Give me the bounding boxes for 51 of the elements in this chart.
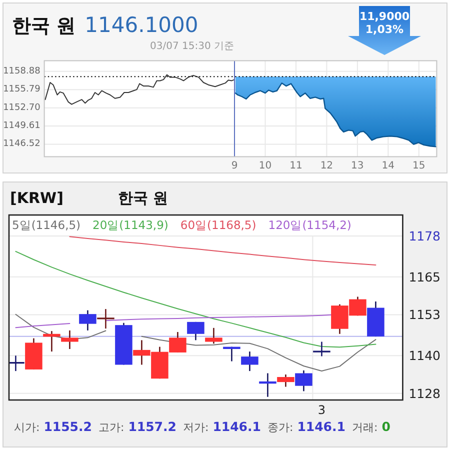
candlestick [295, 370, 312, 392]
x-tick-label: 13 [351, 160, 364, 172]
text: 0 [382, 419, 391, 434]
y2-tick-label: 1153 [408, 307, 441, 322]
candlestick [259, 372, 276, 398]
y-tick-label: 1149.61 [3, 121, 40, 132]
y2-tick-label: 1128 [408, 386, 441, 401]
line-series [69, 236, 376, 266]
text: 거래: [352, 421, 378, 434]
series-label: 60일(1168,5) [180, 218, 256, 232]
text: 20일(1143,9) [92, 218, 168, 232]
x-tick-label: 14 [382, 160, 395, 172]
y-tick-label: 1146.52 [3, 139, 40, 150]
chart-subtitle: 03/07 15:30 기준 [150, 41, 234, 52]
x-tick-label: 11 [290, 160, 302, 172]
candlestick [61, 330, 78, 350]
candlestick [223, 346, 240, 362]
y2-tick-label: 1165 [408, 269, 441, 284]
chart-title: [KRW] [10, 189, 64, 207]
y2-tick-label: 1178 [408, 228, 441, 244]
x-tick-label: 9 [231, 160, 238, 172]
x-tick-label: 3 [318, 403, 326, 417]
text: 1146.1 [212, 419, 261, 434]
line-series [15, 250, 376, 348]
x-tick-label: 10 [258, 160, 272, 172]
text: 1157.2 [128, 419, 176, 434]
text: 고가: [98, 421, 124, 434]
text: 120일(1154,2) [268, 218, 352, 232]
y2-tick-label: 1140 [408, 348, 441, 364]
text: 시가: [14, 421, 40, 434]
y-tick-label: 1155.79 [3, 84, 41, 95]
x-tick-label: 15 [412, 160, 426, 172]
candlestick [277, 374, 294, 388]
chart-subtitle: 한국 원 [118, 189, 168, 207]
line-series [44, 74, 236, 105]
text: 종가: [268, 421, 294, 434]
text: 5일(1146,5) [12, 218, 81, 232]
text: 1146.1000 [84, 13, 198, 37]
candlestick [79, 310, 96, 332]
text: 11,9000 [359, 10, 410, 23]
candlestick [205, 327, 222, 344]
candlestick [241, 350, 258, 372]
y-tick-label: 1152.70 [3, 102, 41, 113]
text: 1,03% [365, 23, 404, 36]
x-tick-label: 12 [320, 160, 334, 172]
text: 저가: [183, 421, 209, 434]
text: 1155.2 [44, 419, 92, 434]
text: 1146.1 [297, 419, 346, 434]
candlestick [187, 321, 204, 341]
chart-title: 한국 원 [12, 15, 76, 37]
y-tick-label: 1158.88 [3, 66, 41, 76]
